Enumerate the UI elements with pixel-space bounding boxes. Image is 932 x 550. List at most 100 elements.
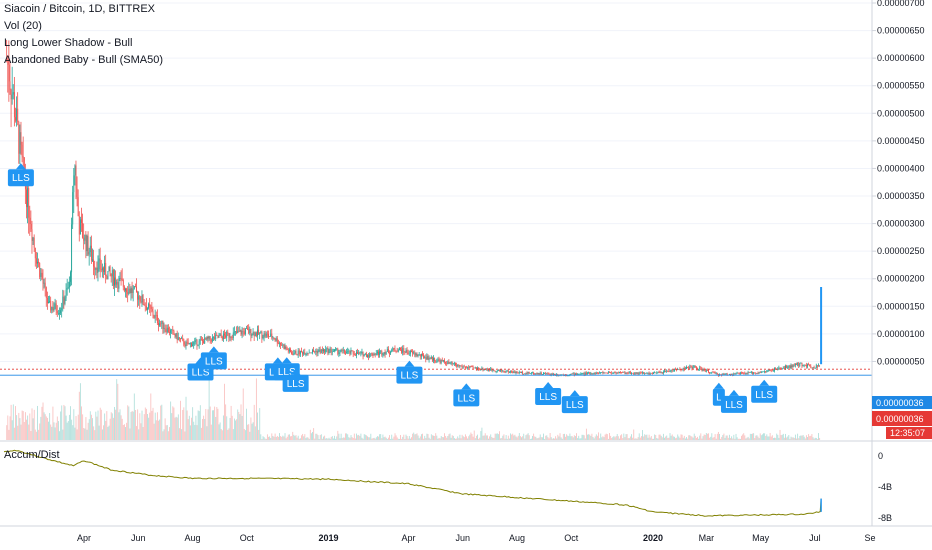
candle-body [794, 363, 796, 366]
candle-body [208, 336, 210, 339]
volume-bar [200, 427, 202, 440]
volume-bar [22, 411, 24, 440]
candle-body [160, 323, 162, 325]
candle-body [181, 338, 183, 340]
volume-bar [230, 405, 232, 440]
candle-body [513, 371, 515, 374]
volume-bar [470, 432, 472, 440]
candle-body [747, 372, 749, 374]
volume-bar [657, 438, 659, 440]
volume-bar [43, 412, 45, 440]
volume-bar [55, 422, 57, 440]
volume-bar [557, 434, 559, 440]
time-axis[interactable]: Apr Jun Aug Oct 2019 Apr Jun Aug Oct 2020 Mar May Ju… [77, 533, 875, 543]
candle-body [321, 349, 323, 352]
volume-bar [640, 436, 642, 440]
volume-bar [720, 438, 722, 440]
candle-body [507, 370, 509, 373]
candle-body [166, 327, 168, 333]
volume-bar [92, 418, 93, 440]
volume-bar [643, 436, 645, 440]
volume-bar [60, 411, 62, 440]
volume-bar [44, 414, 46, 440]
candle-body [407, 352, 409, 355]
volume-bar [815, 437, 817, 440]
volume-bar [536, 438, 538, 440]
volume-bar [255, 378, 257, 440]
legend-volume[interactable]: Vol (20) [4, 20, 42, 32]
volume-bar [414, 434, 416, 440]
candle-body [140, 301, 142, 303]
candle-body [816, 365, 818, 367]
volume-bar [82, 414, 84, 440]
volume-bar [792, 437, 794, 440]
volume-bar [549, 433, 551, 440]
candle-body [323, 349, 324, 352]
volume-bar [516, 437, 518, 440]
volume-bar [725, 435, 727, 440]
candle-body [546, 373, 548, 375]
volume-bar [567, 435, 569, 440]
legend-symbol[interactable]: Siacoin / Bitcoin, 1D, BITTREX [4, 3, 155, 15]
candle-body [386, 348, 388, 352]
candle-body [510, 371, 511, 373]
volume-bar [93, 426, 95, 440]
volume-bar [402, 436, 404, 440]
volume-bar [37, 405, 38, 440]
indicator-legend[interactable]: Accum/Dist [4, 449, 60, 461]
volume-bar [604, 434, 606, 440]
volume-bar [395, 435, 397, 440]
candle-body [759, 372, 761, 374]
legend-study-abandoned-baby[interactable]: Abandoned Baby - Bull (SMA50) [4, 54, 163, 66]
candle-body [434, 357, 436, 362]
candle-body [726, 373, 728, 375]
candle-body [683, 367, 685, 370]
volume-bar [247, 424, 249, 440]
candle-body [371, 353, 373, 356]
candle-body [481, 367, 483, 370]
candle-body [165, 329, 167, 333]
volume-bar [750, 433, 752, 440]
price-candles [6, 39, 823, 377]
volume-bar [86, 429, 88, 440]
indicator-axis[interactable]: 0-4B-8B [878, 451, 892, 523]
candle-body [598, 373, 599, 374]
candle-body [42, 278, 44, 284]
volume-bar [284, 433, 286, 440]
volume-bar [315, 433, 317, 440]
candle-body [716, 372, 718, 375]
volume-bar [101, 429, 103, 440]
volume-bar [147, 414, 148, 440]
volume-bar [682, 437, 684, 440]
candle-body [332, 351, 334, 352]
volume-bar [440, 435, 442, 440]
volume-bar [570, 436, 572, 440]
price-axis[interactable]: 0.000007000.000006500.000006000.00000550… [872, 0, 925, 366]
candle-body [680, 369, 682, 371]
volume-bar [710, 436, 712, 440]
last-price-text: 0.00000036 [876, 398, 924, 408]
volume-bar [108, 425, 110, 440]
volume-bar [556, 438, 558, 440]
candle-body [163, 328, 165, 329]
volume-bar [665, 436, 667, 440]
candle-body [225, 335, 227, 338]
countdown-tag [886, 427, 932, 439]
volume-bar [45, 416, 47, 440]
candle-body [186, 342, 188, 344]
candle-body [749, 372, 751, 373]
candle-body [362, 352, 364, 357]
candle-body [173, 330, 175, 335]
candle-body [648, 372, 650, 375]
candle-body [501, 369, 503, 372]
volume-bar [159, 419, 161, 440]
candle-body [770, 370, 772, 372]
lls-marker-label: LLS [539, 392, 557, 403]
volume-bar [455, 438, 456, 440]
lls-marker: LLS [7, 163, 34, 187]
legend-study-lls[interactable]: Long Lower Shadow - Bull [4, 37, 133, 49]
candle-body [139, 296, 141, 302]
volume-bar [428, 437, 430, 440]
volume-bar [398, 438, 400, 440]
